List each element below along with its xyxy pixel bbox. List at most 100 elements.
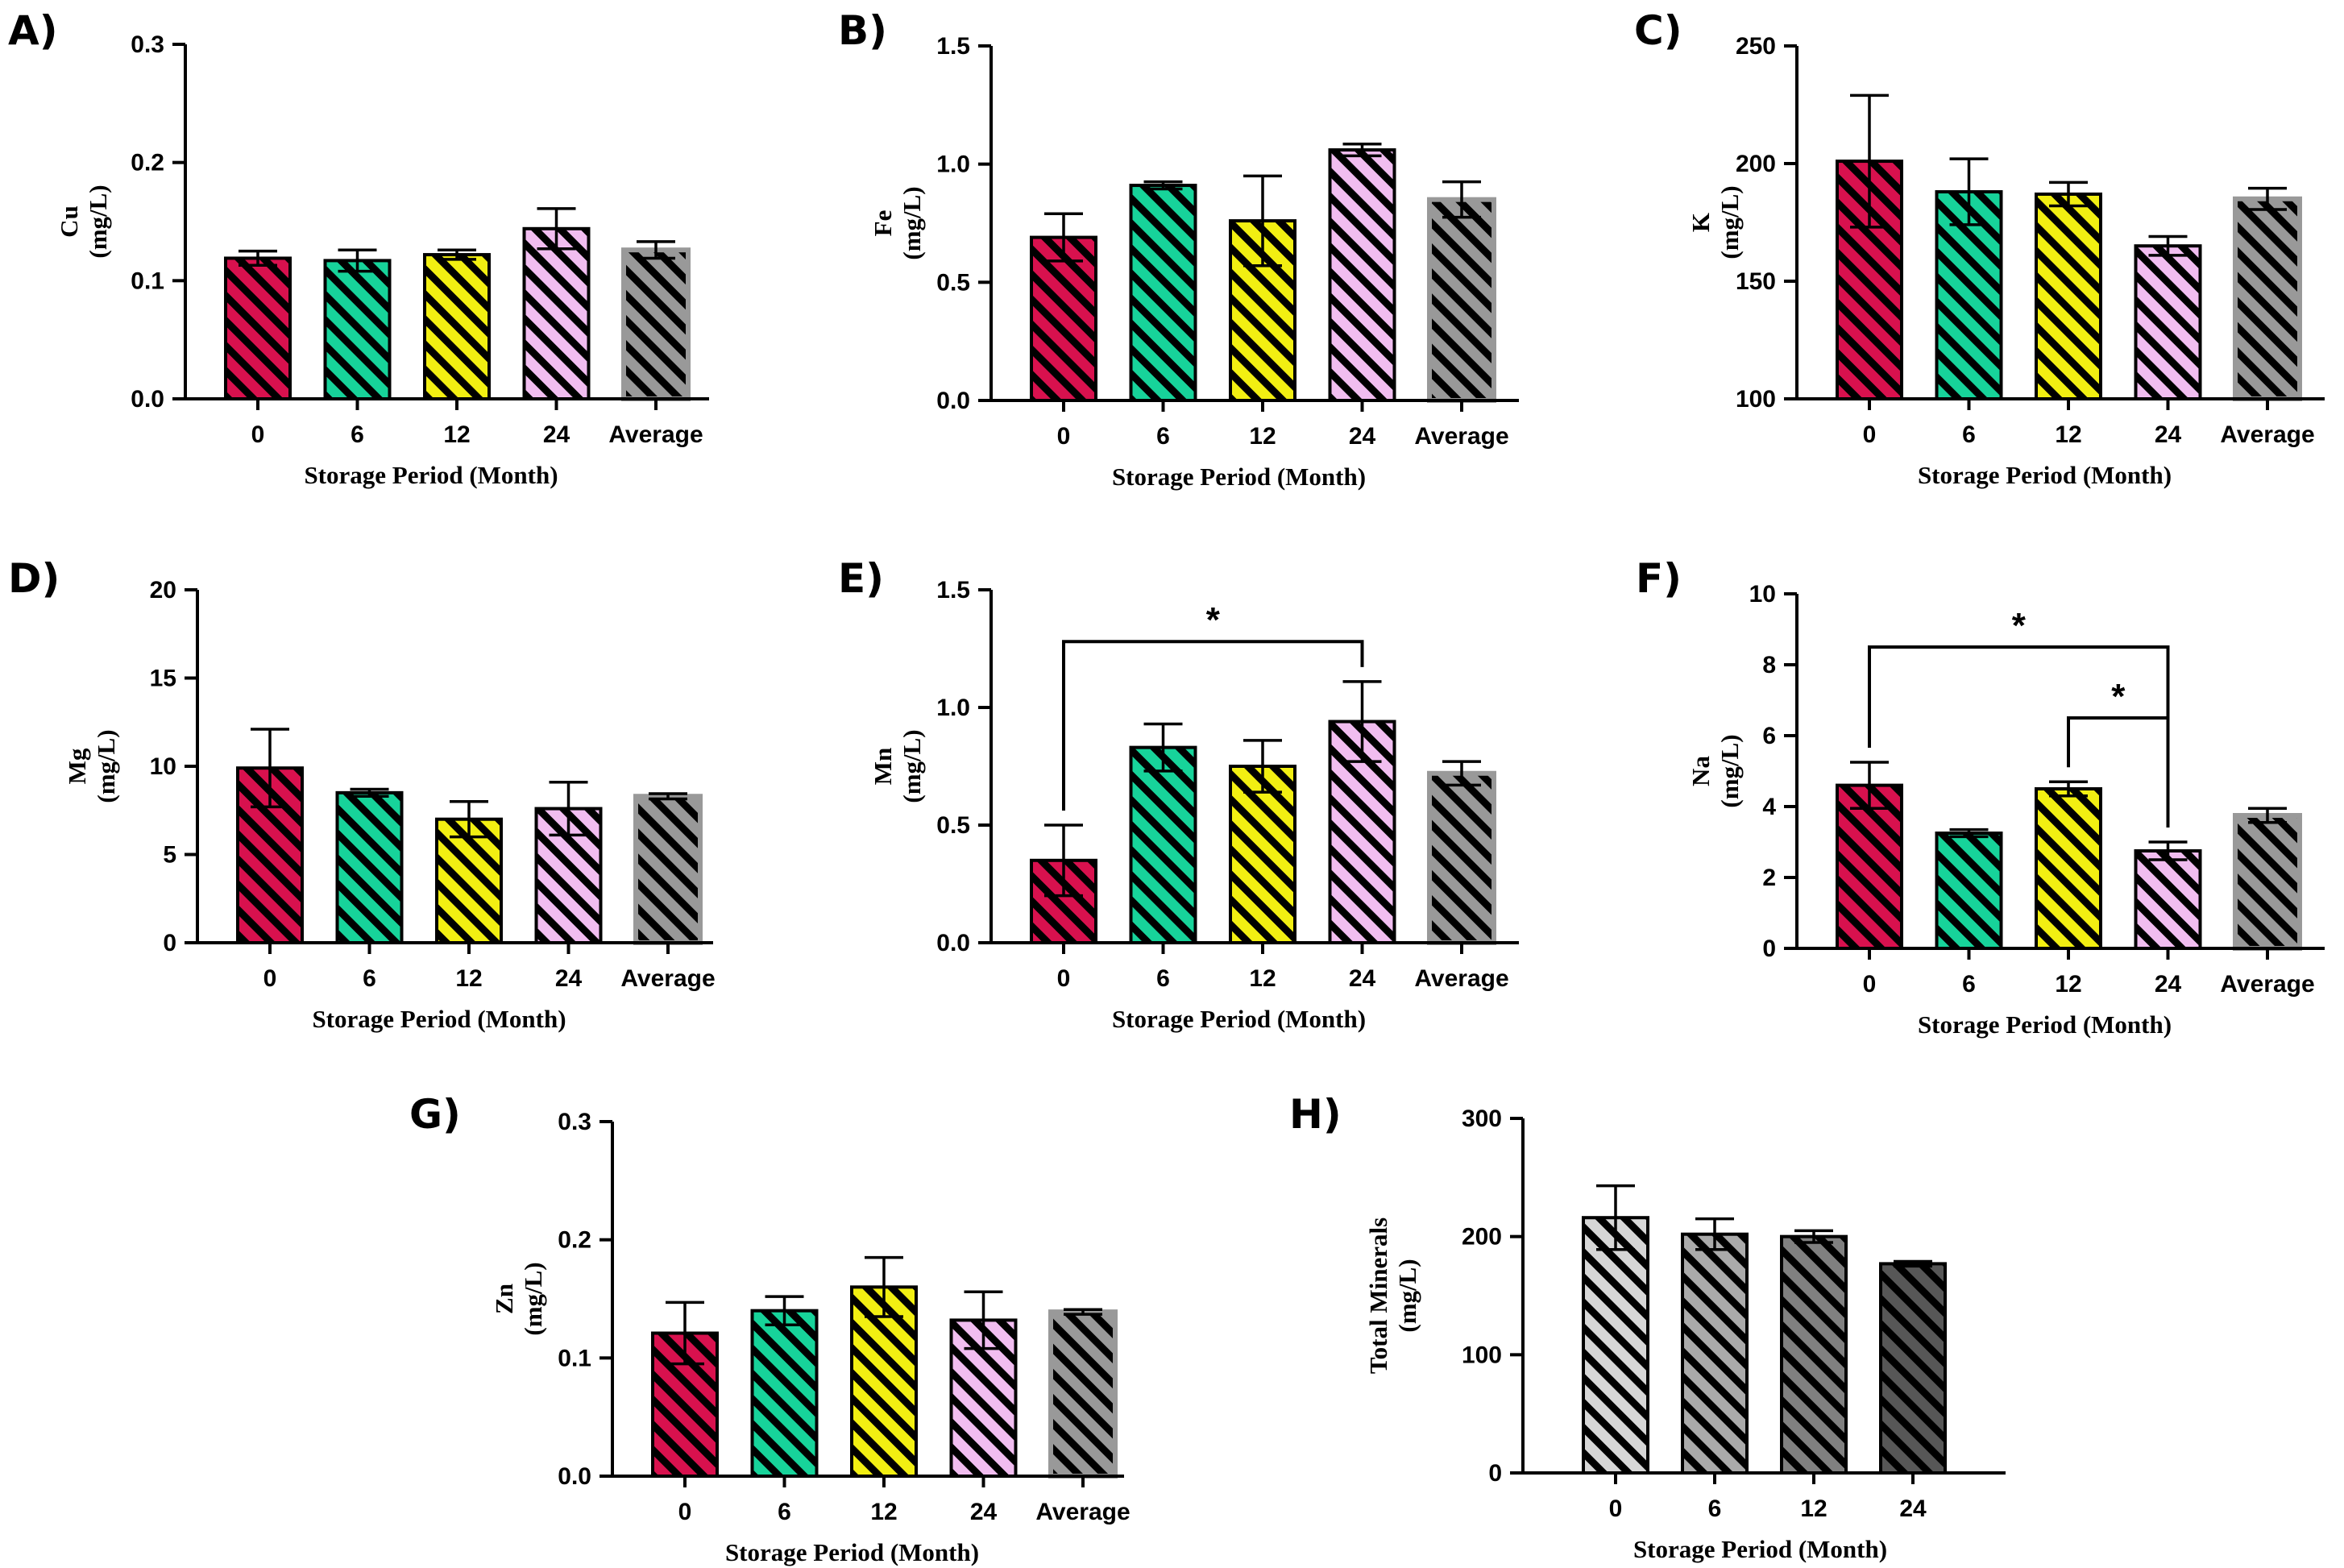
error-bar: [865, 1255, 903, 1318]
x-tick-label: Average: [2220, 971, 2314, 998]
bar-hatch: [1429, 773, 1494, 943]
panel-d: D) 0 5 10 15 20 0 6 12 24 Average Storage Period (…: [8, 555, 716, 1033]
bar-average: [633, 794, 703, 945]
y-axis-title-element: K: [1686, 213, 1715, 232]
y-tick-label: 200: [1462, 1224, 1502, 1251]
panel-h: H) 0 100 200 300 0 6 12 24 Storage Period (Month…: [1289, 1091, 2006, 1563]
error-bar: [2248, 186, 2287, 211]
x-tick-label: 24: [555, 965, 583, 992]
bar-6: [750, 1309, 819, 1478]
bar-hatch: [2036, 789, 2101, 948]
y-tick-label: 2: [1762, 865, 1776, 891]
y-tick-label: 1.5: [936, 33, 970, 60]
x-tick-label: Average: [1414, 423, 1508, 450]
bar-average: [2233, 813, 2302, 951]
error-bar: [1243, 739, 1282, 794]
x-tick-label: 24: [1349, 965, 1376, 992]
error-bar: [1143, 180, 1183, 191]
error-bar: [1044, 823, 1083, 898]
significance-line: [1062, 640, 1364, 811]
y-tick-label: 10: [150, 753, 176, 780]
error-bar: [338, 248, 377, 273]
bar-hatch: [1782, 1236, 1846, 1473]
bar-6: [1935, 832, 2003, 950]
error-bar: [1243, 174, 1282, 268]
bar-24: [2134, 849, 2202, 950]
x-axis-title: Storage Period (Month): [1633, 1535, 1887, 1563]
y-tick-label: 0.5: [936, 269, 970, 296]
bar-24: [1328, 148, 1396, 402]
error-bar: [2148, 840, 2188, 861]
x-tick-label: 12: [1249, 423, 1276, 450]
error-bar: [964, 1290, 1003, 1350]
x-tick-label: Average: [620, 965, 715, 992]
bar-0: [1836, 160, 1903, 401]
panel-b: B) 0.0 0.5 1.0 1.5 0 6 12 24 Average Storage Peri…: [838, 7, 1519, 491]
y-tick-label: 20: [150, 577, 176, 604]
y-axis-title: Fe (mg/L): [869, 186, 926, 259]
x-tick-label: 6: [363, 965, 376, 992]
error-bar: [2049, 780, 2088, 798]
error-bar: [1695, 1217, 1734, 1251]
y-tick-label: 0.5: [936, 812, 970, 839]
bar-hatch: [1131, 185, 1196, 401]
bar-hatch: [1936, 833, 2002, 948]
bar-hatch: [226, 258, 290, 399]
bar-0: [224, 256, 292, 401]
bar-0: [1030, 235, 1097, 402]
bar-hatch: [2235, 198, 2300, 399]
y-axis-title: Mn (mg/L): [869, 729, 926, 803]
y-tick-label: 0.2: [558, 1227, 591, 1254]
y-tick-label: 8: [1762, 652, 1776, 678]
bar-hatch: [524, 228, 589, 399]
bar-hatch: [1330, 150, 1395, 401]
x-tick-label: 0: [263, 965, 277, 992]
bar-average: [2233, 196, 2302, 401]
x-axis-title: Storage Period (Month): [304, 461, 558, 489]
x-tick-label: Average: [2220, 421, 2314, 448]
error-bar: [350, 787, 389, 798]
bar-24: [1879, 1262, 1947, 1475]
x-tick-label: 12: [455, 965, 482, 992]
x-tick-label: 6: [1962, 421, 1976, 448]
y-tick-label: 1.0: [936, 695, 970, 721]
error-bar: [1064, 1308, 1102, 1316]
y-axis-title-element: Fe: [869, 210, 897, 237]
error-bar: [2248, 807, 2287, 824]
x-tick-label: 12: [2055, 421, 2081, 448]
panel-label: E): [838, 555, 884, 602]
x-tick-label: 12: [1249, 965, 1276, 992]
y-tick-label: 0.2: [131, 150, 164, 176]
bar-6: [1129, 184, 1197, 402]
x-tick-label: 6: [1962, 971, 1976, 998]
bar-hatch: [852, 1287, 916, 1476]
bar-hatch: [325, 260, 390, 399]
bar-12: [2035, 192, 2102, 400]
x-tick-label: 12: [443, 421, 470, 448]
bar-hatch: [1230, 766, 1295, 943]
bar-0: [1836, 783, 1903, 950]
significance-bracket: [1062, 640, 1364, 811]
error-bar: [765, 1295, 804, 1327]
bar-hatch: [624, 250, 688, 399]
bar-hatch: [1881, 1263, 1945, 1473]
x-tick-label: 24: [2155, 971, 2182, 998]
y-axis-title: Cu (mg/L): [55, 185, 112, 258]
y-tick-label: 150: [1736, 268, 1776, 295]
panel-label: D): [8, 555, 60, 602]
panel-label: A): [8, 7, 58, 54]
bar-hatch: [1837, 785, 1902, 948]
error-bar: [537, 207, 576, 251]
y-axis-title-unit: (mg/L): [1715, 185, 1744, 259]
bar-average: [1048, 1309, 1118, 1479]
significance-line: [2067, 716, 2170, 828]
x-tick-label: 12: [870, 1499, 897, 1525]
bar-hatch: [2135, 851, 2201, 948]
bar-12: [1780, 1234, 1848, 1475]
significance-bracket: [2067, 716, 2170, 828]
panel-label: G): [409, 1091, 461, 1138]
x-axis-title: Storage Period (Month): [725, 1538, 979, 1566]
bar-12: [850, 1285, 918, 1479]
